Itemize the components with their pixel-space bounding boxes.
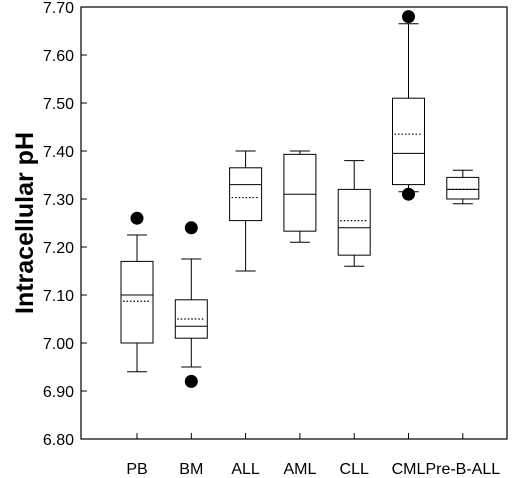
box-pb [120,211,154,373]
y-tick-label: 7.20 [43,240,74,257]
boxes [120,10,480,388]
outlier-point [184,374,198,388]
box-cml [392,10,425,201]
box-bm [174,221,208,388]
iqr-box [229,167,263,222]
iqr-box [446,176,480,200]
y-tick-label: 7.30 [43,192,74,209]
outlier-point [402,187,415,201]
plot-frame [80,6,508,440]
outlier-point [184,221,198,235]
y-axis: 6.80 6.90 7.00 7.10 7.20 7.30 7.40 7.50 7.60 7.70 [43,0,87,449]
x-axis: PB BM ALL AML CLL CML Pre-B-ALL [126,433,500,478]
box-aml [283,150,317,243]
x-tick-label: BM [179,461,203,478]
iqr-box [337,188,371,256]
y-tick-label: 6.80 [43,432,74,449]
x-tick-label: ALL [231,461,260,478]
box-pre-b-all [446,169,480,205]
y-tick-label: 7.10 [43,288,74,305]
y-axis-label: Intracellular pH [11,132,39,314]
y-tick-label: 7.40 [43,144,74,161]
outlier-point [402,10,415,24]
iqr-box [120,260,154,344]
y-tick-label: 7.00 [43,336,74,353]
y-tick-label: 7.50 [43,96,74,113]
x-tick-label: AML [283,461,316,478]
x-tick-label: CLL [340,461,369,478]
x-tick-label: PB [126,461,147,478]
iqr-box [283,153,317,232]
box-cll [337,160,371,267]
box-all [229,150,263,272]
plot-area [80,6,508,440]
y-tick-label: 7.70 [43,0,74,17]
x-tick-label: CML [392,461,426,478]
y-tick-label: 6.90 [43,384,74,401]
y-tick-label: 7.60 [43,48,74,65]
iqr-box [392,97,425,186]
outlier-point [130,211,144,225]
x-tick-label: Pre-B-ALL [425,461,500,478]
